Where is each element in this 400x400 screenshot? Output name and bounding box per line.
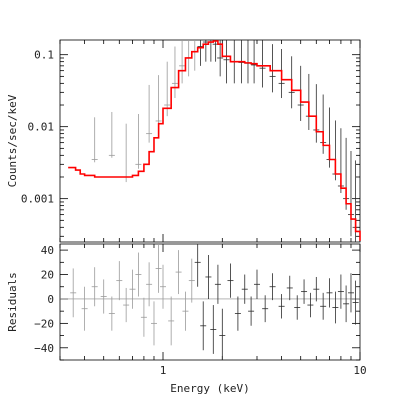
residuals-ytick-label: 20: [41, 269, 54, 282]
spectrum-y-axis-title: Counts/sec/keV: [6, 94, 19, 187]
residuals-ytick-labels: −40 −20 0 20 40: [34, 244, 54, 355]
spectrum-data-points: [91, 39, 359, 242]
residuals-xtick-label: 10: [353, 364, 366, 377]
residuals-ytick-label: 40: [41, 244, 54, 257]
residuals-xtick-label: 1: [160, 364, 167, 377]
spectrum-model-curve: [68, 40, 361, 241]
spectrum-ytick-label: 0.1: [34, 49, 54, 62]
residuals-y-axis-title: Residuals: [6, 272, 19, 332]
spectrum-axes: [59, 40, 361, 242]
residuals-panel: −40 −20 0 20 40 1 10 Residuals Energy (keV): [6, 243, 367, 395]
residuals-axes: [59, 244, 361, 361]
residuals-ytick-label: −20: [34, 317, 54, 330]
x-axis-title: Energy (keV): [170, 382, 249, 395]
spectrum-panel: 0.001 0.01 0.1 Counts/sec/keV: [6, 39, 361, 243]
residuals-xtick-labels: 1 10: [160, 364, 367, 377]
residuals-data-points: [70, 244, 359, 360]
residuals-ytick-label: 0: [47, 293, 54, 306]
spectrum-model-line: [68, 40, 361, 241]
residuals-plot-frame: [59, 243, 361, 361]
spectrum-ytick-label: 0.001: [21, 193, 54, 206]
spectrum-ytick-labels: 0.001 0.01 0.1: [21, 49, 54, 206]
residuals-ytick-label: −40: [34, 342, 54, 355]
spectrum-plot-frame: [59, 39, 361, 243]
spectrum-ytick-label: 0.01: [28, 121, 55, 134]
